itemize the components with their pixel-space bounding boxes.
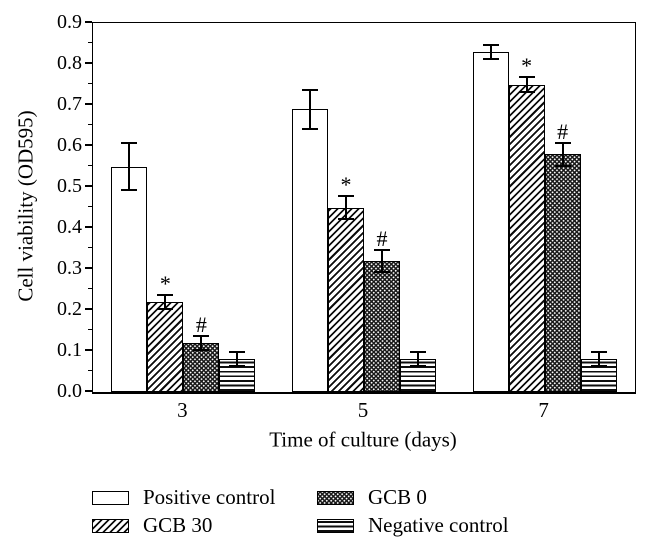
error-cap-bottom [229, 365, 246, 368]
error-bar-gcb-30-day-7 [525, 76, 528, 93]
error-cap-bottom [554, 164, 571, 167]
y-major-tick-0.6 [85, 144, 92, 146]
y-tick-label-0.9: 0.9 [57, 11, 82, 33]
error-bar-negative-control-day-7 [597, 351, 600, 368]
y-tick-label-0.8: 0.8 [57, 52, 82, 74]
error-bar-gcb-0-day-5 [381, 248, 383, 274]
bar-positive-control-day-7 [472, 51, 509, 392]
significance-marker-gcb-0-day-3: # [195, 311, 207, 337]
y-minor-tick [88, 246, 92, 249]
significance-marker-gcb-30-day-3: * [159, 270, 171, 296]
error-cap-bottom [338, 217, 354, 220]
y-major-tick-0.8 [85, 62, 92, 64]
error-cap-bottom [482, 57, 499, 60]
y-minor-tick [88, 41, 92, 44]
legend-swatch-negative-control [317, 519, 354, 533]
y-minor-tick [88, 369, 92, 372]
y-minor-tick [88, 328, 92, 331]
bar-positive-control-day-3 [111, 166, 148, 392]
error-cap-top [482, 43, 499, 46]
bar-gcb-0-day-7 [544, 154, 581, 392]
error-cap-top [554, 141, 571, 144]
legend-swatch-gcb-30 [92, 519, 129, 533]
significance-marker-gcb-0-day-7: # [557, 118, 569, 144]
error-cap-top [590, 351, 607, 353]
error-bar-gcb-0-day-7 [561, 141, 564, 167]
bar-positive-control-day-5 [292, 109, 328, 392]
error-bar-gcb-30-day-5 [345, 195, 347, 220]
y-major-tick-0.4 [85, 226, 92, 228]
significance-marker-gcb-30-day-7: * [521, 53, 533, 79]
error-bar-positive-control-day-3 [128, 141, 131, 192]
legend-label-gcb-30: GCB 30 [143, 513, 213, 537]
significance-marker-gcb-30-day-5: * [340, 172, 352, 198]
y-tick-label-0.1: 0.1 [57, 339, 82, 361]
error-cap-bottom [157, 308, 174, 310]
y-tick-label-0.2: 0.2 [57, 298, 82, 320]
error-bar-negative-control-day-5 [417, 351, 419, 368]
bar-gcb-30-day-5 [328, 207, 364, 392]
y-tick-label-0.4: 0.4 [57, 216, 82, 238]
bar-gcb-0-day-3 [183, 342, 220, 392]
x-category-label-5: 5 [357, 398, 369, 422]
error-cap-top [229, 351, 246, 353]
legend-label-positive-control: Positive control [143, 485, 276, 509]
legend-label-negative-control: Negative control [368, 513, 509, 537]
bar-gcb-30-day-7 [508, 84, 545, 392]
error-cap-bottom [121, 189, 138, 192]
error-cap-bottom [193, 349, 210, 351]
error-cap-bottom [302, 127, 318, 130]
y-major-tick-0.9 [85, 21, 92, 23]
legend-label-gcb-0: GCB 0 [368, 485, 427, 509]
x-axis-title: Time of culture (days) [269, 427, 457, 452]
error-cap-top [518, 76, 535, 79]
error-cap-top [302, 88, 318, 91]
y-major-tick-0.5 [85, 185, 92, 187]
error-cap-bottom [374, 271, 390, 274]
bar-gcb-0-day-5 [364, 260, 400, 392]
y-tick-label-0.5: 0.5 [57, 175, 82, 197]
y-major-tick-0.0 [85, 390, 92, 392]
y-major-tick-0.2 [85, 308, 92, 310]
error-cap-top [374, 248, 390, 251]
x-category-label-7: 7 [538, 398, 549, 422]
error-bar-negative-control-day-3 [236, 351, 239, 368]
error-cap-bottom [590, 365, 607, 368]
y-major-tick-0.7 [85, 103, 92, 105]
legend-swatch-positive-control [92, 491, 129, 505]
x-category-label-3: 3 [177, 398, 188, 422]
error-cap-top [121, 141, 138, 144]
y-tick-label-0.3: 0.3 [57, 257, 82, 279]
y-minor-tick [88, 164, 92, 167]
error-cap-bottom [410, 365, 426, 368]
plot-area: * # * # * # [92, 22, 636, 394]
y-major-tick-0.3 [85, 267, 92, 269]
y-tick-label-0.7: 0.7 [57, 93, 82, 115]
error-cap-top [157, 293, 174, 296]
significance-marker-gcb-0-day-5: # [376, 225, 388, 251]
y-tick-label-0.0: 0.0 [57, 380, 82, 402]
error-cap-bottom [518, 90, 535, 93]
y-minor-tick [88, 123, 92, 126]
error-bar-positive-control-day-7 [489, 43, 492, 60]
y-major-tick-0.1 [85, 349, 92, 351]
error-cap-top [338, 195, 354, 198]
error-bar-positive-control-day-5 [309, 88, 311, 130]
error-bar-gcb-30-day-3 [164, 293, 167, 310]
y-minor-tick [88, 205, 92, 208]
y-minor-tick [88, 82, 92, 85]
error-cap-top [193, 334, 210, 337]
legend-swatch-gcb-0 [317, 491, 354, 505]
y-tick-label-0.6: 0.6 [57, 134, 82, 156]
error-bar-gcb-0-day-3 [200, 334, 203, 351]
y-minor-tick [88, 287, 92, 290]
error-cap-top [410, 351, 426, 353]
bar-gcb-30-day-3 [147, 301, 184, 392]
